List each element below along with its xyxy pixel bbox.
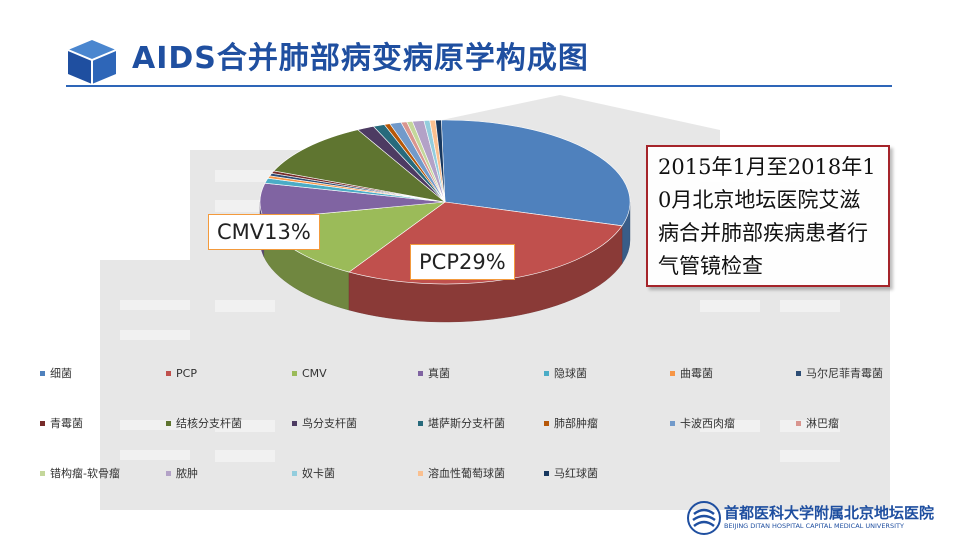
- legend-label: 卡波西肉瘤: [680, 417, 735, 430]
- hospital-emblem-icon: [687, 501, 721, 535]
- pie-slice-18: [435, 119, 446, 203]
- legend-item: 细菌: [40, 366, 72, 382]
- legend-marker: [292, 420, 297, 426]
- legend-label: 真菌: [428, 367, 450, 380]
- legend-label: 马红球菌: [554, 467, 598, 480]
- legend-item: 结核分支杆菌: [166, 416, 242, 432]
- legend-marker: [544, 370, 549, 376]
- legend-item: PCP: [166, 366, 197, 382]
- legend-marker: [40, 370, 45, 376]
- legend-label: 曲霉菌: [680, 367, 713, 380]
- legend-item: 马尔尼菲青霉菌: [796, 366, 883, 382]
- legend-label: 淋巴瘤: [806, 417, 839, 430]
- legend-item: 曲霉菌: [670, 366, 713, 382]
- legend-label: 肺部肿瘤: [554, 417, 598, 430]
- legend-label: 青霉菌: [50, 417, 83, 430]
- chart-legend: 细菌 PCP CMV 真菌 隐球菌 曲霉菌 马尔尼菲青霉菌青霉菌 结核分支杆菌 鸟分支杆菌 堪萨斯…: [40, 366, 920, 486]
- legend-marker: [166, 470, 171, 476]
- legend-item: 堪萨斯分支杆菌: [418, 416, 505, 432]
- legend-label: 结核分支杆菌: [176, 417, 242, 430]
- legend-marker: [418, 420, 423, 426]
- pie-slice-8: [273, 129, 447, 203]
- pie-chart: [259, 119, 631, 323]
- legend-label: 马尔尼菲青霉菌: [806, 367, 883, 380]
- pie-slice-0: [440, 119, 631, 227]
- legend-marker: [544, 420, 549, 426]
- legend-label: 堪萨斯分支杆菌: [428, 417, 505, 430]
- title-divider: [66, 85, 892, 87]
- legend-marker: [670, 370, 675, 376]
- legend-label: 溶血性葡萄球菌: [428, 467, 505, 480]
- legend-marker: [796, 420, 801, 426]
- legend-label: 错构瘤-软骨瘤: [50, 467, 120, 480]
- legend-label: 鸟分支杆菌: [302, 417, 357, 430]
- hospital-name-cn: 首都医科大学附属北京地坛医院: [724, 504, 935, 522]
- legend-label: CMV: [302, 367, 327, 380]
- legend-label: 脓肿: [176, 467, 198, 480]
- callout-pcp: PCP29%: [410, 244, 515, 280]
- legend-item: 淋巴瘤: [796, 416, 839, 432]
- legend-marker: [418, 370, 423, 376]
- legend-item: 真菌: [418, 366, 450, 382]
- legend-item: 肺部肿瘤: [544, 416, 598, 432]
- legend-marker: [40, 470, 45, 476]
- legend-marker: [40, 420, 45, 426]
- legend-item: 隐球菌: [544, 366, 587, 382]
- legend-item: 奴卡菌: [292, 466, 335, 482]
- legend-marker: [166, 420, 171, 426]
- legend-marker: [670, 420, 675, 426]
- info-box: 2015年1月至2018年10月北京地坛医院艾滋病合并肺部疾病患者行气管镜检查: [646, 145, 890, 287]
- legend-marker: [418, 470, 423, 476]
- legend-item: 鸟分支杆菌: [292, 416, 357, 432]
- legend-marker: [292, 470, 297, 476]
- legend-item: 马红球菌: [544, 466, 598, 482]
- legend-marker: [292, 370, 297, 376]
- legend-label: PCP: [176, 367, 197, 380]
- legend-label: 隐球菌: [554, 367, 587, 380]
- legend-item: 青霉菌: [40, 416, 83, 432]
- legend-item: 溶血性葡萄球菌: [418, 466, 505, 482]
- legend-marker: [544, 470, 549, 476]
- legend-marker: [796, 370, 801, 376]
- callout-cmv: CMV13%: [208, 214, 320, 250]
- hospital-name-en: BEIJING DITAN HOSPITAL CAPITAL MEDICAL U…: [724, 522, 904, 530]
- legend-label: 奴卡菌: [302, 467, 335, 480]
- cube-icon: [67, 40, 117, 84]
- legend-item: CMV: [292, 366, 327, 382]
- legend-marker: [166, 370, 171, 376]
- legend-label: 细菌: [50, 367, 72, 380]
- legend-item: 卡波西肉瘤: [670, 416, 735, 432]
- slide-title: AIDS合并肺部病变病原学构成图: [132, 41, 589, 76]
- legend-item: 错构瘤-软骨瘤: [40, 466, 120, 482]
- info-box-text: 2015年1月至2018年10月北京地坛医院艾滋病合并肺部疾病患者行气管镜检查: [658, 155, 876, 278]
- hospital-logo: 首都医科大学附属北京地坛医院 BEIJING DITAN HOSPITAL CA…: [686, 500, 934, 536]
- legend-item: 脓肿: [166, 466, 198, 482]
